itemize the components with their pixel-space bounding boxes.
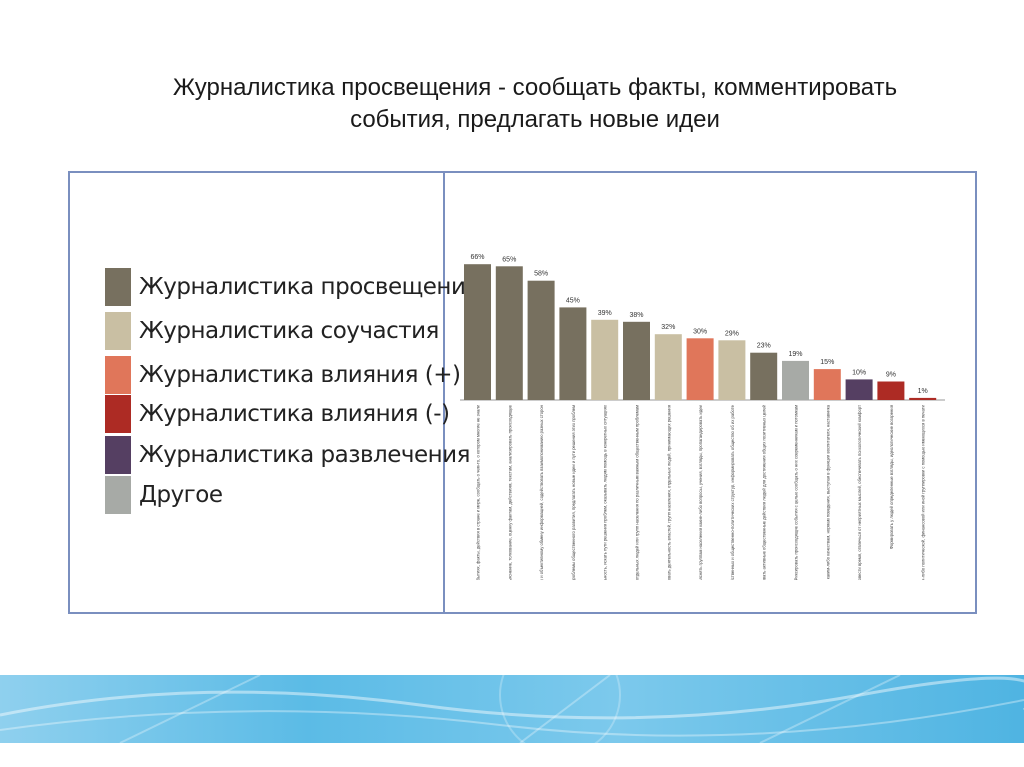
legend-swatch [105, 476, 131, 514]
footer-wave-pattern [0, 675, 1024, 743]
bar [559, 307, 587, 400]
category-tick-label: Давать возможность весело и приятно пров… [857, 405, 862, 580]
legend-swatch [105, 395, 131, 433]
data-label: 23% [757, 343, 771, 350]
legend-label: Журналистика просвещения [139, 274, 479, 300]
legend-label: Журналистика влияния (-) [139, 401, 450, 427]
legend-swatch [105, 268, 131, 306]
category-tick-label: Сообщать факты, информировать общество о… [476, 404, 481, 580]
bar [495, 266, 523, 400]
category-tick-label: Способствовать всестороннему и объективн… [539, 404, 544, 580]
legend-swatch [105, 436, 131, 474]
data-label: 10% [852, 369, 866, 376]
data-label: 15% [820, 359, 834, 366]
legend-label: Другое [139, 482, 223, 508]
category-tick-label: Осуществлять контроль и критиковать деят… [666, 405, 671, 580]
legend-label: Журналистика соучастия [139, 318, 439, 344]
bar [464, 264, 491, 400]
data-label: 9% [886, 372, 896, 379]
bar [813, 369, 841, 400]
legend-label: Журналистика влияния (+) [139, 362, 461, 388]
data-label: 38% [629, 312, 643, 319]
bar [845, 379, 873, 400]
legend-label: Журналистика развлечения [139, 442, 470, 468]
category-tick-label: Побуждать и организовывать активные обще… [762, 404, 767, 580]
category-tick-label: Выступать в роли трансляторов мнений отд… [635, 405, 640, 580]
bar [527, 280, 555, 400]
data-label: 1% [918, 388, 928, 395]
category-tick-label: Разъяснять группам населения какие-либо … [698, 404, 703, 580]
category-tick-label: Продвигать интересы каких-либо политичес… [921, 404, 926, 580]
slide-title: Журналистика просвещения - сообщать факт… [80, 72, 990, 136]
category-tick-label: Осуществлять правозащитную деятельность,… [603, 404, 608, 580]
data-label: 65% [502, 256, 516, 263]
data-label: 45% [566, 297, 580, 304]
bar [909, 397, 937, 400]
bar [623, 321, 650, 400]
category-tick-label: Определять ключевые проблемы общественно… [571, 405, 576, 580]
bar-chart: 66% Сообщать факты, информировать обществ… [460, 254, 945, 580]
data-label: 39% [598, 310, 612, 317]
category-tick-label: Побуждать людей к каким-либо качествам, … [825, 404, 830, 580]
category-tick-label: Фиксировать происходящие события с целью… [794, 405, 799, 580]
bar [591, 319, 619, 400]
legend-swatch [105, 356, 131, 394]
category-tick-label: Формировать у людей определенные взгляды… [889, 405, 894, 549]
data-label: 58% [534, 271, 548, 278]
slide-title-line-2: события, предлагать новые идеи [350, 106, 720, 133]
bar [750, 352, 778, 400]
bar [718, 340, 746, 400]
category-tick-label: Комментировать события, давать объяснени… [507, 404, 512, 580]
category-tick-label: Следить за действиями хозяйственных и об… [730, 404, 735, 580]
frame-divider [443, 171, 445, 614]
bar [782, 360, 809, 400]
data-label: 66% [470, 254, 484, 261]
data-label: 29% [725, 330, 739, 337]
decorative-footer-band [0, 675, 1024, 743]
legend-swatch [105, 312, 131, 350]
slide-title-line-1: Журналистика просвещения - сообщать факт… [172, 74, 898, 101]
data-label: 19% [788, 351, 802, 358]
bar [654, 334, 682, 400]
bar [877, 381, 905, 400]
data-label: 32% [661, 324, 675, 331]
bar [686, 338, 714, 400]
data-label: 30% [693, 328, 707, 335]
